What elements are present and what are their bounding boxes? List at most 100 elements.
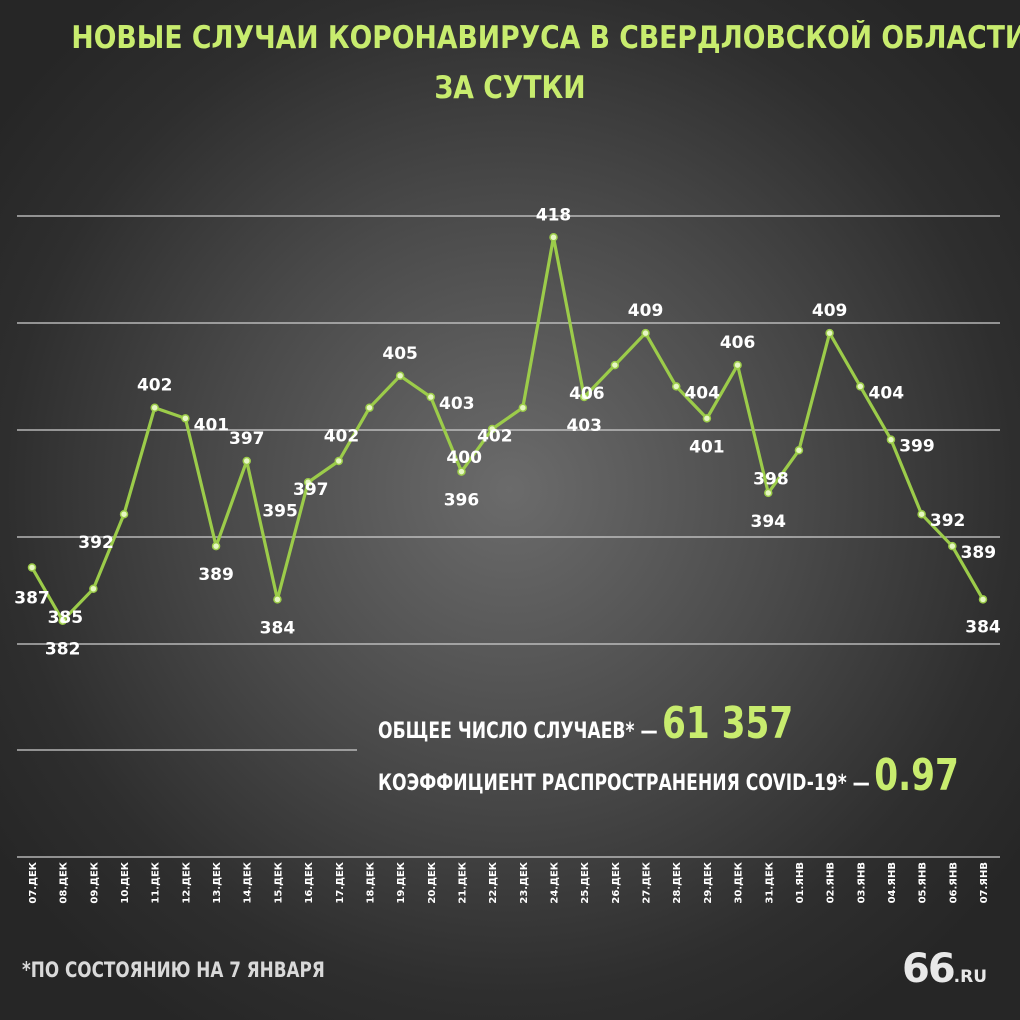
data-point xyxy=(487,424,497,434)
logo-number: 66 xyxy=(902,946,956,992)
data-label: 404 xyxy=(869,383,905,403)
data-point xyxy=(917,509,926,519)
x-tick-label: 06.ЯНВ xyxy=(948,862,959,903)
x-tick-label: 23.ДЕК xyxy=(519,861,530,903)
data-labels: 3873823853924024013893973843953974024054… xyxy=(14,205,1001,659)
data-point xyxy=(549,233,558,242)
data-label: 389 xyxy=(961,543,997,563)
data-point xyxy=(150,403,159,412)
x-tick-label: 03.ЯНВ xyxy=(856,862,867,903)
data-label: 392 xyxy=(78,533,114,553)
data-label: 418 xyxy=(536,205,572,225)
data-label: 392 xyxy=(930,511,966,531)
x-tick-label: 10.ДЕК xyxy=(120,861,131,903)
data-label: 385 xyxy=(48,608,84,628)
data-point xyxy=(273,595,282,604)
data-point xyxy=(365,403,374,412)
x-tick-label: 31.ДЕК xyxy=(764,861,775,903)
data-point xyxy=(457,467,466,476)
data-point xyxy=(334,456,344,466)
x-tick-label: 17.ДЕК xyxy=(335,861,346,903)
data-point xyxy=(733,360,742,370)
data-point xyxy=(395,371,405,380)
data-label: 409 xyxy=(812,301,848,321)
data-point xyxy=(242,456,251,466)
data-label: 401 xyxy=(689,437,725,457)
x-tick-label: 26.ДЕК xyxy=(611,861,622,903)
data-label: 400 xyxy=(446,448,482,468)
x-tick-label: 16.ДЕК xyxy=(304,861,315,903)
x-tick-label: 28.ДЕК xyxy=(672,861,683,903)
x-tick-label: 12.ДЕК xyxy=(181,861,192,903)
data-point xyxy=(671,382,681,391)
series-line xyxy=(30,235,985,623)
data-label: 384 xyxy=(260,618,296,638)
data-point xyxy=(518,403,528,412)
data-point xyxy=(856,382,865,391)
gridlines xyxy=(17,215,1000,858)
x-tick-label: 30.ДЕК xyxy=(734,861,745,903)
data-label: 402 xyxy=(477,427,513,447)
x-tick-label: 11.ДЕК xyxy=(151,861,162,903)
x-tick-label: 29.ДЕК xyxy=(703,861,714,903)
data-label: 404 xyxy=(684,383,720,403)
site-logo: 66.RU xyxy=(902,946,987,992)
x-tick-label: 19.ДЕК xyxy=(396,861,407,903)
x-tick-label: 15.ДЕК xyxy=(273,861,284,903)
x-tick-label: 07.ДЕК xyxy=(28,861,39,903)
data-label: 394 xyxy=(751,512,787,532)
data-label: 397 xyxy=(293,480,329,500)
x-tick-label: 21.ДЕК xyxy=(457,861,468,903)
data-label: 409 xyxy=(628,301,664,321)
data-label: 403 xyxy=(566,416,602,436)
data-points xyxy=(27,233,988,625)
x-tick-label: 01.ЯНВ xyxy=(795,862,806,903)
data-point xyxy=(27,563,37,572)
r-coefficient-label: КОЭФФИЦИЕНТ РАСПРОСТРАНЕНИЯ COVID-19* — xyxy=(378,771,870,796)
x-axis-ticks: 07.ДЕК 08.ДЕК 09.ДЕК 10.ДЕК 11.ДЕК 12.ДЕК 13.Д… xyxy=(28,861,990,903)
data-point xyxy=(181,414,190,423)
data-label: 382 xyxy=(45,640,81,660)
data-label: 403 xyxy=(439,394,475,414)
data-label: 398 xyxy=(753,469,789,489)
x-tick-label: 02.ЯНВ xyxy=(826,862,837,903)
data-point xyxy=(610,360,620,370)
total-cases-value: 61 357 xyxy=(661,698,794,749)
data-label: 387 xyxy=(14,588,50,608)
data-point xyxy=(702,414,712,423)
logo-domain: .RU xyxy=(953,967,988,987)
footnote: *ПО СОСТОЯНИЮ НА 7 ЯНВАРЯ xyxy=(22,958,325,982)
r-coefficient-row: КОЭФФИЦИЕНТ РАСПРОСТРАНЕНИЯ COVID-19* — … xyxy=(378,750,959,801)
x-tick-label: 27.ДЕК xyxy=(642,861,653,903)
x-tick-label: 14.ДЕК xyxy=(243,861,254,903)
series-polyline xyxy=(30,235,985,623)
x-tick-label: 25.ДЕК xyxy=(580,861,591,903)
chart-title-line1: НОВЫЕ СЛУЧАИ КОРОНАВИРУСА В СВЕРДЛОВСКОЙ… xyxy=(71,20,1020,56)
data-point xyxy=(948,541,957,551)
x-tick-label: 09.ДЕК xyxy=(89,861,100,903)
data-label: 406 xyxy=(720,333,756,353)
data-point xyxy=(119,509,129,519)
data-point xyxy=(825,328,834,338)
data-label: 402 xyxy=(137,376,173,396)
data-point xyxy=(764,488,773,498)
x-tick-label: 05.ЯНВ xyxy=(918,862,929,903)
data-point xyxy=(89,584,98,593)
data-label: 406 xyxy=(569,384,605,404)
data-label: 397 xyxy=(229,429,265,449)
data-label: 399 xyxy=(899,437,935,457)
total-cases-label: ОБЩЕЕ ЧИСЛО СЛУЧАЕВ* — xyxy=(378,719,658,744)
data-point xyxy=(58,616,67,625)
chart-title-line2: ЗА СУТКИ xyxy=(434,70,586,106)
total-cases-row: ОБЩЕЕ ЧИСЛО СЛУЧАЕВ* — 61 357 xyxy=(378,698,793,749)
data-label: 401 xyxy=(194,415,230,435)
r-coefficient-value: 0.97 xyxy=(874,750,959,801)
data-point xyxy=(641,328,650,338)
x-tick-label: 18.ДЕК xyxy=(365,861,376,903)
x-tick-label: 24.ДЕК xyxy=(550,861,561,903)
data-label: 389 xyxy=(198,565,234,585)
data-point xyxy=(794,446,804,455)
x-tick-label: 04.ЯНВ xyxy=(887,862,898,903)
